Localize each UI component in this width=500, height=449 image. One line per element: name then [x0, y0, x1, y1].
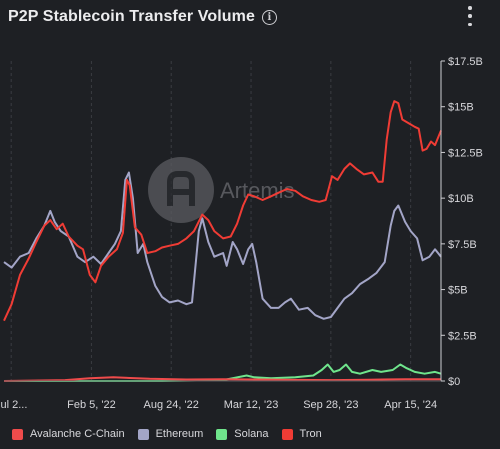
y-tick-label: $0	[448, 376, 460, 388]
line-chart: Artemis Jul 2... Feb 5, '22 Aug 24, '22 Mar…	[0, 56, 483, 411]
info-icon[interactable]: i	[261, 9, 277, 25]
legend-swatch	[281, 428, 293, 440]
chart-header: P2P Stablecoin Transfer Volume i	[8, 6, 277, 28]
series-layer	[3, 100, 442, 382]
y-tick-label: $2.5B	[448, 330, 477, 342]
x-tick-label: Mar 12, '23	[224, 399, 279, 411]
legend-swatch	[137, 428, 149, 440]
legend-label: Avalanche C-Chain	[30, 428, 125, 440]
watermark: Artemis	[148, 157, 295, 223]
axis-layer: Jul 2... Feb 5, '22 Aug 24, '22 Mar 12, '23…	[0, 56, 483, 411]
legend-label: Solana	[234, 428, 269, 440]
y-tick-label: $17.5B	[448, 56, 483, 68]
legend-label: Tron	[299, 428, 322, 440]
chart-title: P2P Stablecoin Transfer Volume	[8, 8, 255, 25]
legend: Avalanche C-Chain Ethereum Solana Tron	[12, 428, 335, 440]
legend-item-tron[interactable]: Tron	[281, 428, 322, 440]
legend-item-avalanche-c-chain[interactable]: Avalanche C-Chain	[12, 428, 125, 440]
kebab-menu-icon[interactable]	[466, 6, 474, 26]
y-tick-label: $10B	[448, 193, 474, 205]
y-tick-label: $15B	[448, 102, 474, 114]
y-tick-label: $7.5B	[448, 239, 477, 251]
x-tick-label: Sep 28, '23	[303, 399, 358, 411]
y-tick-label: $12.5B	[448, 147, 483, 159]
series-line-solana[interactable]	[4, 363, 442, 382]
x-tick-label: Jul 2...	[0, 399, 27, 411]
x-tick-label: Feb 5, '22	[67, 399, 116, 411]
x-tick-label: Aug 24, '22	[144, 399, 199, 411]
y-tick-label: $5B	[448, 285, 468, 297]
x-tick-label: Apr 15, '24	[384, 399, 437, 411]
legend-swatch	[12, 428, 23, 440]
legend-label: Ethereum	[155, 428, 204, 440]
legend-swatch	[216, 428, 228, 440]
series-line-avalanche-c-chain[interactable]	[3, 376, 441, 382]
legend-item-solana[interactable]: Solana	[216, 428, 269, 440]
series-line-tron[interactable]	[3, 100, 442, 322]
legend-item-ethereum[interactable]: Ethereum	[137, 428, 204, 440]
grid-layer	[10, 61, 412, 381]
